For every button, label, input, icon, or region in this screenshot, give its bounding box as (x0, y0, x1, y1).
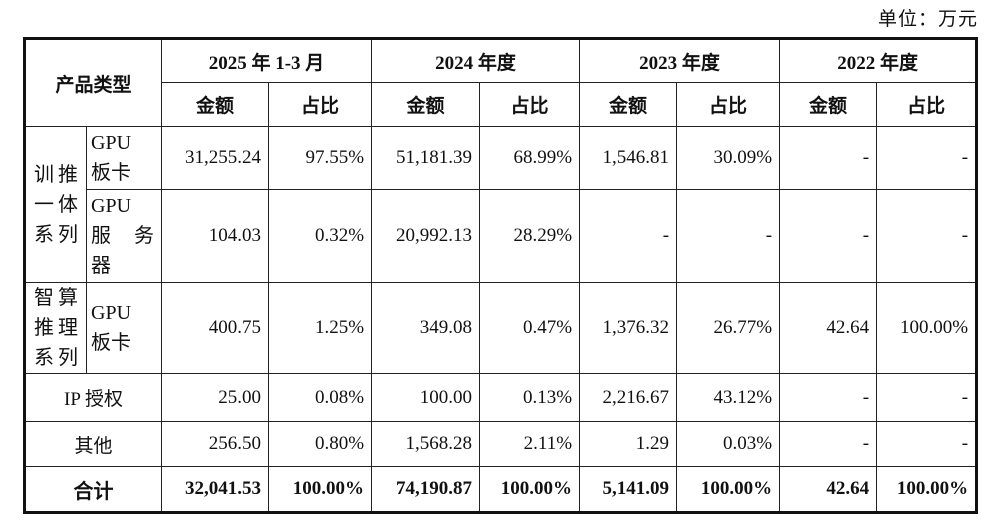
amount-cell: - (779, 189, 878, 283)
ratio-cell: 100.00% (876, 282, 978, 374)
group-label-xuntui: 训推 一体 系列 (24, 126, 87, 283)
ratio-cell: - (876, 189, 978, 283)
ratio-cell: 0.32% (268, 189, 373, 283)
amount-cell: 32,041.53 (161, 466, 270, 513)
ratio-cell: 43.12% (676, 373, 781, 422)
product-label-gpu-server: GPU 服务 器 (85, 189, 163, 283)
ratio-cell: 26.77% (676, 282, 781, 374)
group-label-line: 训推 (34, 163, 78, 186)
ratio-cell: - (876, 421, 978, 467)
period-header-2025: 2025 年 1-3 月 (161, 38, 373, 83)
ratio-cell: 0.47% (479, 282, 581, 374)
header-row-periods: 产品类型 2025 年 1-3 月 2024 年度 2023 年度 2022 年… (23, 38, 978, 127)
amount-cell: 2,216.67 (579, 373, 678, 422)
table-row-gpu-board-zhisuan: 智算 推理 系列 GPU 板卡 400.75 1.25% 349.08 0.47… (24, 282, 978, 374)
ratio-cell: 30.09% (676, 126, 781, 190)
amount-cell: 349.08 (371, 282, 481, 374)
ratio-header-2025: 占比 (268, 82, 373, 127)
amount-cell: 74,190.87 (371, 466, 481, 513)
ratio-cell: 2.11% (479, 421, 581, 467)
amount-cell: 1.29 (579, 421, 678, 467)
table-row-total: 合计 32,041.53 100.00% 74,190.87 100.00% 5… (23, 466, 978, 513)
amount-cell: - (579, 189, 678, 283)
amount-cell: 1,376.32 (579, 282, 678, 374)
ratio-cell: 1.25% (268, 282, 373, 374)
ratio-header-2022: 占比 (876, 82, 978, 127)
amount-cell: - (779, 421, 878, 467)
product-label-line: 板卡 (91, 332, 131, 354)
amount-cell: - (779, 126, 878, 190)
row-label-ip-license: IP 授权 (23, 373, 163, 422)
amount-cell: 1,546.81 (579, 126, 678, 190)
amount-cell: 42.64 (779, 282, 878, 374)
ratio-header-2024: 占比 (479, 82, 581, 127)
amount-cell: - (779, 373, 878, 422)
period-header-2022: 2022 年度 (779, 38, 978, 83)
table-row-gpu-board-xuntui: 训推 一体 系列 GPU 板卡 31,255.24 97.55% 51,181.… (24, 126, 978, 283)
product-label-gpu-board: GPU 板卡 (85, 282, 163, 374)
ratio-cell: 0.03% (676, 421, 781, 467)
amount-cell: 5,141.09 (579, 466, 678, 513)
amount-cell: 25.00 (161, 373, 270, 422)
product-revenue-table: 产品类型 2025 年 1-3 月 2024 年度 2023 年度 2022 年… (23, 37, 979, 514)
table-row-other: 其他 256.50 0.80% 1,568.28 2.11% 1.29 0.03… (23, 421, 978, 467)
table-row-ip-license: IP 授权 25.00 0.08% 100.00 0.13% 2,216.67 … (23, 373, 978, 422)
product-label-line: GPU (91, 195, 132, 217)
group-label-line: 一体 (34, 193, 78, 216)
group-label-line: 系列 (34, 347, 78, 369)
ratio-cell: 100.00% (876, 466, 978, 513)
ratio-cell: 0.08% (268, 373, 373, 422)
amount-header-2023: 金额 (579, 82, 678, 127)
group-label-zhisuan: 智算 推理 系列 (24, 282, 87, 374)
product-label-line: 板卡 (91, 162, 131, 184)
row-label-total: 合计 (23, 466, 163, 513)
amount-cell: 400.75 (161, 282, 270, 374)
ratio-cell: 100.00% (268, 466, 373, 513)
amount-cell: 100.00 (371, 373, 481, 422)
product-label-line: 器 (91, 255, 111, 277)
ratio-cell: - (876, 373, 978, 422)
period-header-2024: 2024 年度 (371, 38, 581, 83)
ratio-cell: 0.80% (268, 421, 373, 467)
row-label-other: 其他 (23, 421, 163, 467)
amount-cell: 51,181.39 (371, 126, 481, 190)
product-type-header: 产品类型 (23, 38, 163, 127)
period-header-2023: 2023 年度 (579, 38, 781, 83)
product-label-line: GPU (91, 302, 132, 324)
product-label-line: 服务 (91, 225, 155, 247)
table-row-gpu-server: GPU 服务 器 104.03 0.32% 20,992.13 28.29% -… (25, 189, 978, 283)
ratio-header-2023: 占比 (676, 82, 781, 127)
amount-cell: 1,568.28 (371, 421, 481, 467)
amount-cell: 256.50 (161, 421, 270, 467)
amount-header-2024: 金额 (371, 82, 481, 127)
ratio-cell: - (876, 126, 978, 190)
amount-cell: 42.64 (779, 466, 878, 513)
ratio-cell: 68.99% (479, 126, 581, 190)
amount-header-2025: 金额 (161, 82, 270, 127)
unit-label: 单位：万元 (877, 9, 978, 30)
product-label-line: GPU (91, 132, 132, 154)
group-label-line: 系列 (34, 223, 78, 246)
amount-cell: 31,255.24 (161, 126, 270, 190)
header-row-subcolumns: 金额 占比 金额 占比 金额 占比 金额 占比 (25, 82, 978, 127)
ratio-cell: 100.00% (676, 466, 781, 513)
ratio-cell: - (676, 189, 781, 283)
ratio-cell: 28.29% (479, 189, 581, 283)
group-label-line: 智算 (34, 287, 78, 309)
amount-cell: 20,992.13 (371, 189, 481, 283)
product-label-gpu-board: GPU 板卡 (85, 126, 163, 190)
ratio-cell: 97.55% (268, 126, 373, 190)
amount-header-2022: 金额 (779, 82, 878, 127)
ratio-cell: 0.13% (479, 373, 581, 422)
amount-cell: 104.03 (161, 189, 270, 283)
group-label-line: 推理 (34, 317, 78, 339)
ratio-cell: 100.00% (479, 466, 581, 513)
